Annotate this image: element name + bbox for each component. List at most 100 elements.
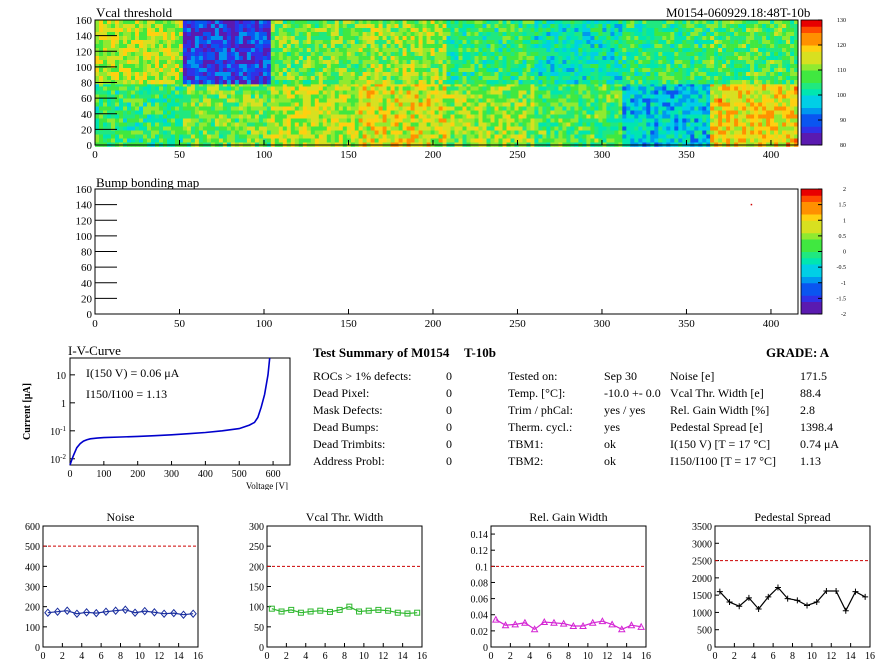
heatmap-cell — [167, 86, 172, 91]
heatmap-cell — [282, 130, 288, 135]
heatmap-cell — [422, 138, 427, 143]
heatmap-cell — [430, 64, 435, 69]
heatmap-cell — [510, 110, 515, 115]
heatmap-cell — [602, 72, 607, 77]
heatmap-cell — [490, 82, 495, 87]
heatmap-cell — [606, 122, 611, 127]
heatmap-cell — [171, 60, 176, 65]
heatmap-cell — [510, 20, 515, 25]
heatmap-cell — [115, 122, 120, 127]
heatmap-cell — [594, 138, 599, 143]
heatmap-cell — [330, 52, 336, 57]
heatmap-cell — [738, 90, 743, 95]
heatmap-cell — [426, 76, 431, 81]
heatmap-cell — [250, 86, 256, 91]
heatmap-cell — [510, 72, 515, 77]
heatmap-cell — [206, 110, 212, 115]
heatmap-cell — [614, 118, 619, 123]
heatmap-cell — [131, 44, 136, 49]
heatmap-cell — [578, 102, 583, 107]
heatmap-cell — [250, 110, 256, 115]
heatmap-cell — [175, 102, 180, 107]
heatmap-cell — [626, 94, 631, 99]
heatmap-cell — [690, 98, 695, 103]
heatmap-cell — [151, 126, 156, 131]
heatmap-cell — [442, 106, 447, 111]
heatmap-cell — [378, 90, 383, 95]
heatmap-cell — [578, 48, 583, 53]
heatmap-cell — [626, 138, 631, 143]
heatmap-cell — [698, 134, 703, 139]
heatmap-cell — [139, 130, 144, 135]
heatmap-cell — [282, 68, 288, 73]
heatmap-cell — [250, 134, 256, 139]
heatmap-cell — [474, 52, 479, 57]
heatmap-cell — [554, 94, 559, 99]
heatmap-cell — [586, 90, 591, 95]
heatmap-cell — [234, 102, 240, 107]
heatmap-cell — [238, 32, 244, 37]
heatmap-cell — [159, 68, 164, 73]
heatmap-cell — [422, 86, 427, 91]
heatmap-cell — [490, 36, 495, 41]
heatmap-cell — [350, 102, 356, 107]
heatmap-cell — [362, 114, 367, 119]
heatmap-cell — [654, 82, 659, 87]
heatmap-cell — [642, 90, 647, 95]
heatmap-cell — [306, 52, 312, 57]
heatmap-cell — [486, 48, 491, 53]
heatmap-cell — [702, 126, 707, 131]
heatmap-cell — [139, 60, 144, 65]
heatmap-cell — [362, 24, 367, 29]
heatmap-cell — [766, 106, 771, 111]
heatmap-cell — [206, 126, 212, 131]
heatmap-cell — [186, 76, 192, 81]
heatmap-cell — [242, 126, 248, 131]
heatmap-cell — [366, 118, 371, 123]
heatmap-cell — [274, 130, 280, 135]
heatmap-cell — [514, 110, 519, 115]
heatmap-cell — [662, 28, 667, 33]
heatmap-cell — [586, 106, 591, 111]
heatmap-cell — [298, 110, 304, 115]
heatmap-cell — [758, 138, 763, 143]
heatmap-cell — [690, 118, 695, 123]
heatmap-cell — [378, 86, 383, 91]
heatmap-cell — [458, 122, 463, 127]
heatmap-cell — [786, 118, 791, 123]
heatmap-cell — [222, 40, 228, 45]
heatmap-cell — [374, 118, 379, 123]
heatmap-cell — [574, 106, 579, 111]
heatmap-cell — [482, 56, 487, 61]
heatmap-cell — [139, 68, 144, 73]
heatmap-cell — [175, 24, 180, 29]
heatmap-cell — [202, 106, 208, 111]
heatmap-cell — [534, 76, 539, 81]
heatmap-cell — [582, 102, 587, 107]
heatmap-cell — [594, 94, 599, 99]
heatmap-cell — [518, 106, 523, 111]
heatmap-cell — [238, 48, 244, 53]
heatmap-cell — [406, 102, 411, 107]
heatmap-cell — [123, 138, 128, 143]
heatmap-cell — [298, 98, 304, 103]
heatmap-cell — [322, 72, 328, 77]
heatmap-cell — [382, 52, 387, 57]
heatmap-cell — [262, 56, 268, 61]
heatmap-cell — [326, 122, 332, 127]
heatmap-cell — [586, 60, 591, 65]
heatmap-cell — [782, 102, 787, 107]
heatmap-cell — [534, 68, 539, 73]
heatmap-cell — [526, 20, 531, 25]
heatmap-cell — [710, 118, 715, 123]
heatmap-cell — [95, 126, 100, 131]
heatmap-cell — [674, 130, 679, 135]
heatmap-cell — [626, 90, 631, 95]
heatmap-cell — [706, 82, 711, 87]
heatmap-cell — [770, 130, 775, 135]
heatmap-cell — [502, 98, 507, 103]
heatmap-cell — [678, 138, 683, 143]
heatmap-cell — [454, 56, 459, 61]
heatmap-cell — [466, 114, 471, 119]
heatmap-cell — [426, 102, 431, 107]
